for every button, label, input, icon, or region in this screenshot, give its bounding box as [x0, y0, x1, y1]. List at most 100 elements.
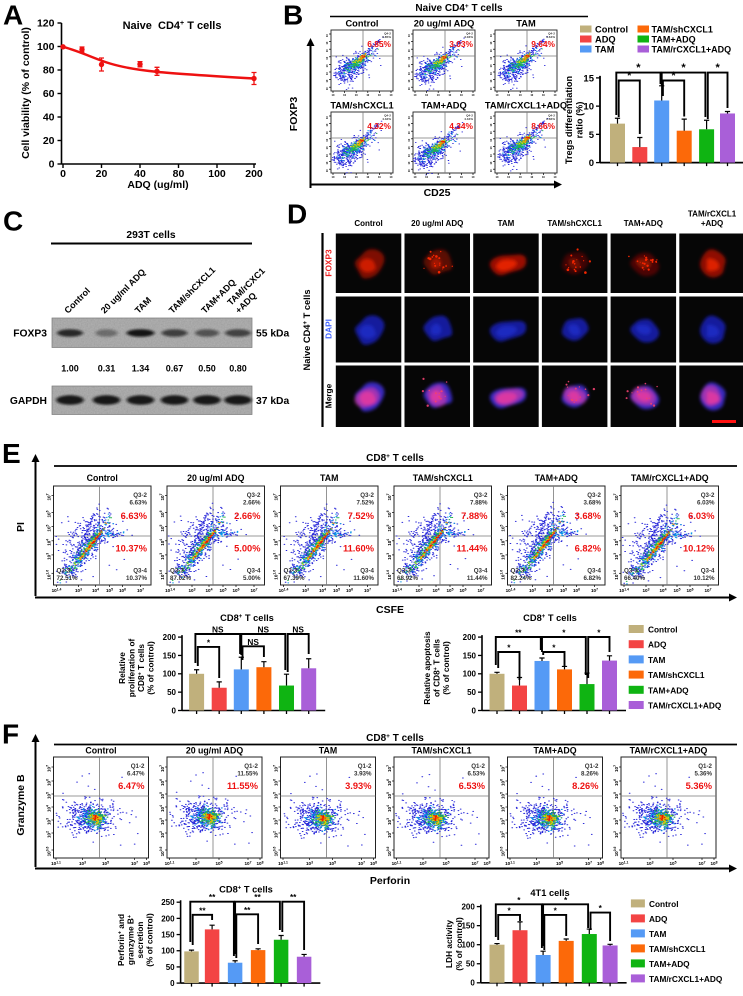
svg-text:CD8+ T cells: CD8+ T cells: [219, 885, 273, 895]
svg-text:NS: NS: [258, 625, 270, 635]
svg-text:10: 10: [496, 93, 499, 97]
svg-text:101.4: 101.4: [279, 587, 289, 593]
svg-text:TAM/shCXCL1: TAM/shCXCL1: [330, 101, 393, 111]
svg-text:104: 104: [659, 587, 666, 593]
svg-text:6.82%: 6.82%: [583, 575, 601, 582]
svg-text:Control: Control: [85, 746, 116, 756]
svg-text:+ADQ: +ADQ: [701, 219, 723, 228]
svg-text:2.66%: 2.66%: [243, 500, 261, 507]
svg-text:9.64%: 9.64%: [531, 39, 555, 49]
svg-text:10: 10: [407, 138, 411, 141]
svg-text:10: 10: [519, 93, 522, 97]
svg-text:10: 10: [489, 123, 493, 126]
svg-text:104: 104: [546, 587, 553, 593]
svg-text:10: 10: [332, 93, 335, 97]
svg-text:100.6: 100.6: [159, 846, 165, 856]
svg-text:104: 104: [46, 805, 52, 812]
svg-text:60: 60: [43, 88, 55, 100]
svg-text:10: 10: [448, 175, 451, 179]
svg-text:103: 103: [533, 860, 540, 866]
svg-text:103: 103: [188, 587, 195, 593]
svg-text:Q4-2: Q4-2: [548, 114, 555, 118]
svg-text:granzyme B+: granzyme B+: [126, 915, 136, 965]
svg-text:5.00%: 5.00%: [234, 544, 261, 554]
svg-text:100.6: 100.6: [386, 846, 392, 856]
svg-text:10.37%: 10.37%: [126, 575, 147, 582]
svg-text:Q3-2: Q3-2: [474, 492, 488, 499]
svg-text:10: 10: [355, 175, 358, 179]
svg-text:200: 200: [245, 168, 263, 180]
svg-text:6.03%: 6.03%: [697, 500, 715, 507]
svg-text:10.12%: 10.12%: [694, 575, 715, 582]
svg-text:106: 106: [273, 779, 279, 786]
svg-text:10: 10: [489, 131, 493, 134]
svg-text:107: 107: [358, 860, 365, 866]
svg-text:107: 107: [244, 860, 251, 866]
svg-text:6.03%: 6.03%: [688, 511, 715, 521]
svg-text:F: F: [2, 719, 19, 750]
svg-text:107: 107: [477, 587, 484, 593]
svg-text:Q1-2: Q1-2: [698, 763, 712, 770]
svg-text:*: *: [507, 905, 511, 915]
svg-text:CD8+ T cells: CD8+ T cells: [366, 733, 424, 744]
svg-text:10: 10: [407, 56, 411, 59]
svg-text:CSFE: CSFE: [376, 604, 404, 616]
svg-text:103: 103: [75, 587, 82, 593]
svg-text:105: 105: [500, 524, 506, 531]
svg-text:106: 106: [686, 587, 693, 593]
svg-text:101.6: 101.6: [46, 570, 52, 580]
svg-text:105: 105: [333, 587, 340, 593]
svg-text:200: 200: [163, 633, 177, 642]
svg-text:**: **: [244, 905, 251, 915]
svg-text:*: *: [507, 643, 511, 653]
svg-text:10: 10: [378, 175, 381, 179]
svg-text:107: 107: [704, 587, 711, 593]
svg-text:**: **: [290, 892, 297, 902]
svg-text:10.37%: 10.37%: [115, 544, 147, 554]
svg-text:Q3-2: Q3-2: [701, 492, 715, 499]
svg-text:10: 10: [325, 123, 329, 126]
svg-text:CD8+ T cells: CD8+ T cells: [136, 644, 146, 692]
svg-text:TAM: TAM: [649, 929, 666, 939]
svg-text:104: 104: [159, 539, 165, 546]
svg-text:10: 10: [325, 41, 329, 44]
svg-text:101.6: 101.6: [273, 570, 279, 580]
svg-text:107: 107: [364, 587, 371, 593]
svg-text:10: 10: [507, 93, 510, 97]
svg-text:103: 103: [159, 818, 165, 825]
svg-text:*: *: [597, 628, 601, 638]
svg-text:LDH activity: LDH activity: [444, 920, 454, 968]
svg-text:NS: NS: [292, 625, 304, 635]
svg-text:105: 105: [386, 524, 392, 531]
svg-text:107: 107: [46, 493, 52, 500]
svg-text:106: 106: [119, 587, 126, 593]
svg-text:107: 107: [613, 765, 619, 772]
svg-text:82.24%: 82.24%: [511, 575, 532, 582]
svg-text:7.88%: 7.88%: [461, 511, 488, 521]
svg-text:105: 105: [442, 860, 449, 866]
svg-text:104: 104: [273, 805, 279, 812]
svg-text:106: 106: [386, 510, 392, 517]
svg-text:*: *: [207, 637, 211, 647]
svg-text:TAM+ADQ: TAM+ADQ: [652, 34, 696, 44]
svg-text:106: 106: [573, 587, 580, 593]
svg-text:(% of control): (% of control): [454, 917, 464, 971]
svg-text:6.63%: 6.63%: [121, 511, 148, 521]
svg-text:TAM/rCXCL1+ADQ: TAM/rCXCL1+ADQ: [648, 701, 722, 711]
svg-text:107: 107: [273, 493, 279, 500]
svg-text:secretion: secretion: [135, 922, 145, 959]
svg-text:10: 10: [407, 169, 411, 172]
svg-text:106: 106: [232, 587, 239, 593]
svg-text:Q3-3: Q3-3: [170, 568, 184, 575]
svg-text:107: 107: [500, 493, 506, 500]
svg-text:11.44%: 11.44%: [467, 575, 488, 582]
svg-text:1.34: 1.34: [132, 364, 150, 374]
svg-text:TAM/shCXCL1: TAM/shCXCL1: [649, 944, 706, 954]
svg-text:108: 108: [710, 860, 717, 866]
svg-text:106: 106: [459, 587, 466, 593]
svg-text:Q3-3: Q3-3: [511, 568, 525, 575]
svg-text:2.66%: 2.66%: [234, 511, 261, 521]
svg-text:10: 10: [489, 41, 493, 44]
svg-text:3.68%: 3.68%: [575, 511, 602, 521]
svg-text:10: 10: [437, 93, 440, 97]
